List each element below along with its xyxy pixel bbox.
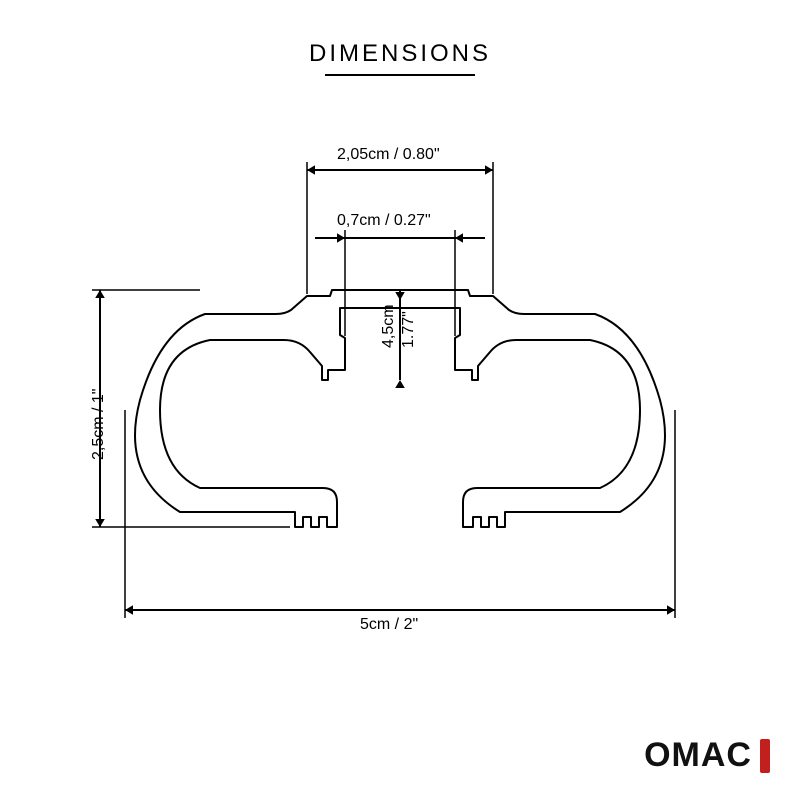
diagram-svg xyxy=(0,0,800,800)
diagram-stage: DIMENSIONS 5cm / 2" 2,05cm / 0.80" 0,7cm… xyxy=(0,0,800,800)
dim-label-overall-height: 2,5cm / 1" xyxy=(90,389,108,460)
dim-label-top-slot-width: 2,05cm / 0.80" xyxy=(337,146,440,164)
brand-logo-accent xyxy=(760,739,770,773)
dim-label-slot-depth-b: 1.77" xyxy=(400,311,418,348)
dim-label-slot-depth-a: 4,5cm xyxy=(380,304,398,348)
brand-logo: OMAC xyxy=(644,736,770,775)
dim-label-inner-gap: 0,7cm / 0.27" xyxy=(337,212,431,230)
brand-logo-text: OMAC xyxy=(644,736,752,775)
dim-label-overall-width: 5cm / 2" xyxy=(360,616,418,634)
